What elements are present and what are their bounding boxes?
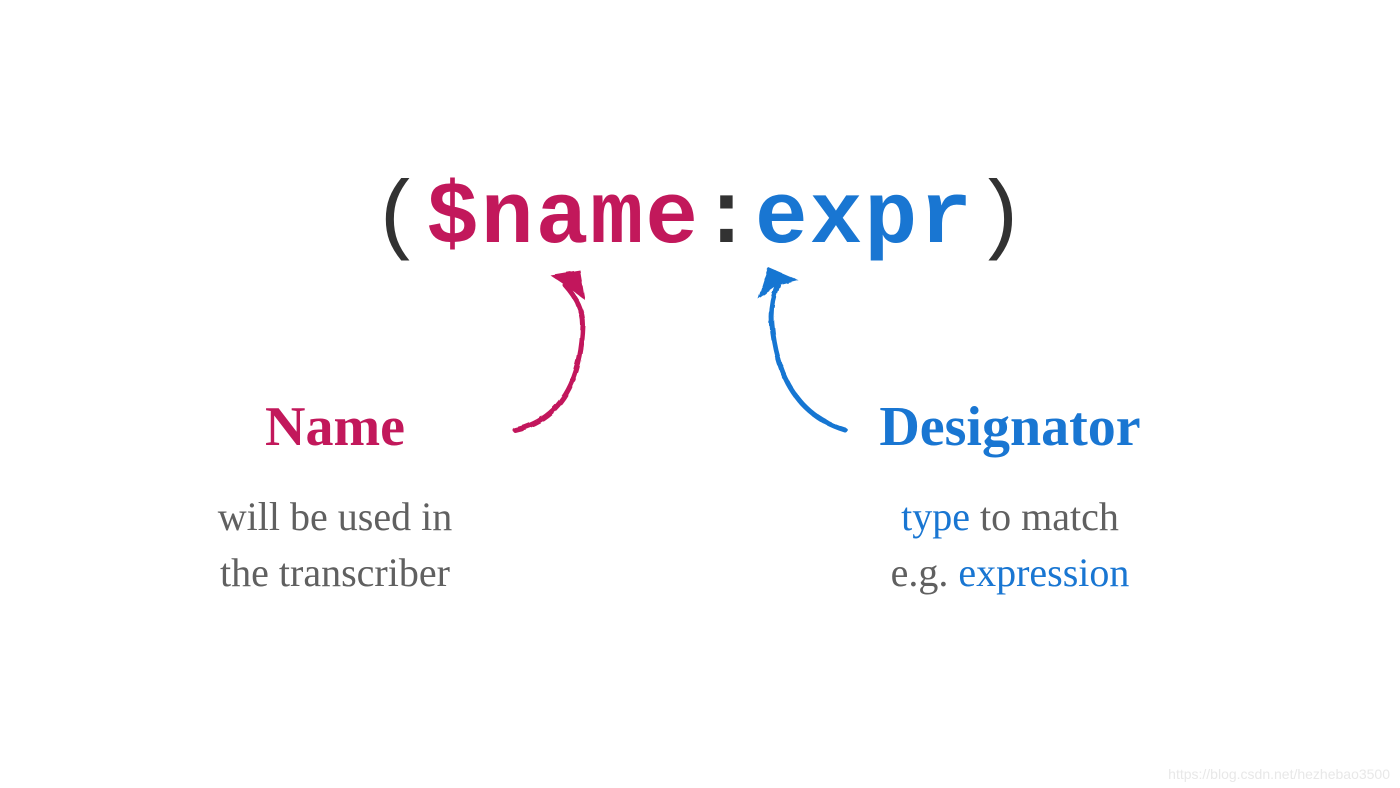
designator-title: Designator: [840, 395, 1180, 459]
expr-token: expr: [755, 170, 974, 269]
designator-description: type to match e.g. expression: [840, 489, 1180, 601]
watermark-text: https://blog.csdn.net/hezhebao3500: [1168, 766, 1390, 782]
colon-token: :: [700, 170, 755, 269]
name-label-block: Name will be used in the transcriber: [190, 395, 480, 601]
designator-label-block: Designator type to match e.g. expression: [840, 395, 1180, 601]
name-token: $name: [426, 170, 700, 269]
open-paren: (: [371, 170, 426, 269]
close-paren: ): [974, 170, 1029, 269]
syntax-expression: ($name:expr): [0, 170, 1400, 269]
arrow-left-icon: [495, 265, 635, 435]
name-description: will be used in the transcriber: [190, 489, 480, 601]
name-title: Name: [190, 395, 480, 459]
